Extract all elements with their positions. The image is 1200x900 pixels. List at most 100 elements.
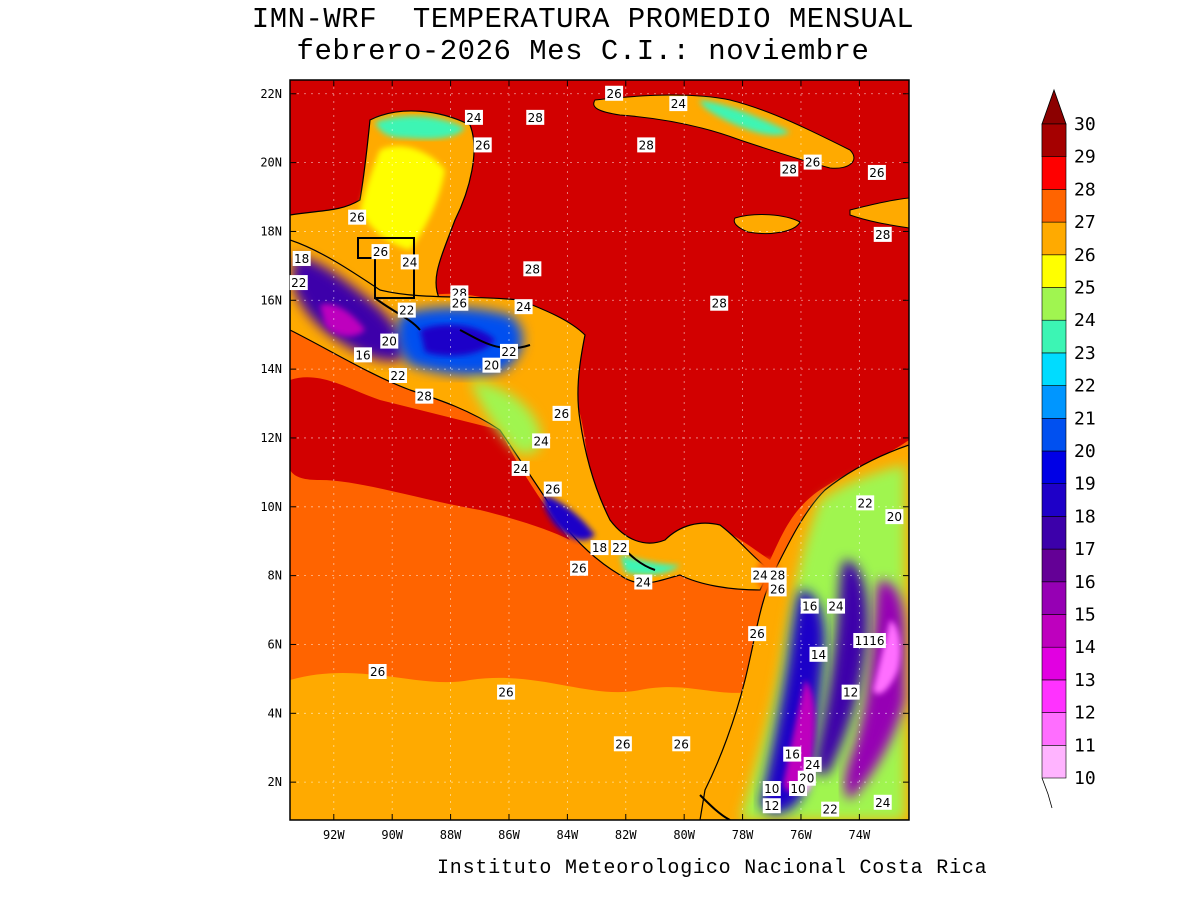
contour-label: 22 <box>289 275 308 291</box>
y-tick-label: 8N <box>268 569 282 583</box>
credit-text: Instituto Meteorologico Nacional Costa R… <box>437 857 988 880</box>
contour-label-text: 24 <box>875 796 890 810</box>
y-tick-label: 16N <box>260 293 282 307</box>
contour-label: 16 <box>800 598 819 614</box>
contour-label-text: 24 <box>752 569 767 583</box>
contour-label-bg <box>348 209 367 225</box>
plot-frame <box>289 79 910 821</box>
colorbar-swatch <box>1041 417 1067 452</box>
colorbar-level-label: 28 <box>1074 179 1096 200</box>
contour-label-text: 28 <box>782 162 797 176</box>
contour-label-bg <box>821 801 840 817</box>
contour-label-bg <box>605 85 624 101</box>
colorbar-level-label: 16 <box>1074 572 1096 593</box>
contour-label-bg <box>751 567 770 583</box>
contour-label-text: 28 <box>712 297 727 311</box>
contour-label: 20 <box>380 333 399 349</box>
contour-label: 24 <box>511 460 530 476</box>
colorbar-level-label: 17 <box>1074 539 1096 560</box>
contour-label: 16 <box>353 347 372 363</box>
contour-label: 26 <box>867 164 886 180</box>
colorbar: 10 11 12 13 14 15 16 17 18 19 20 21 22 23 24 25 26 27 28 29… <box>1041 88 1096 809</box>
contour-label-bg <box>371 244 390 260</box>
contour-label-text: 26 <box>674 737 689 751</box>
costa-rica-highlands <box>543 495 595 541</box>
contour-label-text: 26 <box>498 686 513 700</box>
colorbar-level-label: 26 <box>1074 245 1096 266</box>
x-tick-label: 88W <box>440 828 462 842</box>
contour-label-bg <box>397 302 416 318</box>
contour-label: 24 <box>873 794 892 810</box>
contour-label-bg <box>543 481 562 497</box>
contour-label-text: 26 <box>750 627 765 641</box>
contour-label: 28 <box>523 261 542 277</box>
contour-label: 26 <box>768 581 787 597</box>
contour-label-bg <box>873 794 892 810</box>
contour-label-bg <box>590 540 609 556</box>
y-tick-label: 6N <box>268 637 282 651</box>
contour-label-text: 24 <box>513 462 528 476</box>
contour-label: 22 <box>821 801 840 817</box>
yucatan-north-coast-cool <box>375 116 465 139</box>
andes-east-peaks <box>873 620 901 694</box>
contour-label-text: 20 <box>887 510 902 524</box>
y-tick-label: 22N <box>260 87 282 101</box>
contour-label-text: 28 <box>525 262 540 276</box>
contour-label: 14 <box>809 646 828 662</box>
contour-label: 12 <box>762 798 781 814</box>
contour-label-bg <box>780 161 799 177</box>
colorbar-swatch <box>1041 319 1067 354</box>
contour-label: 26 <box>473 137 492 153</box>
colorbar-level-label: 22 <box>1074 376 1096 397</box>
contour-label: 24 <box>514 299 533 315</box>
map-field <box>290 80 909 820</box>
contour-label-text: 24 <box>671 97 686 111</box>
contour-label-text: 22 <box>501 345 516 359</box>
axis-ticks: 92W 90W 88W 86W 84W 82W 80W 78W 76W 74W 2N 4N 6N 8N 10… <box>260 80 909 842</box>
contour-label-text: 26 <box>350 211 365 225</box>
contour-label-text: 28 <box>639 138 654 152</box>
contour-label-bg <box>803 756 822 772</box>
contour-label-text: 24 <box>636 576 651 590</box>
contour-label: 28 <box>415 388 434 404</box>
contour-label: 10 <box>789 781 808 797</box>
contour-label-bg <box>526 109 545 125</box>
contour-label-bg <box>841 684 860 700</box>
contour-label-text: 22 <box>823 803 838 817</box>
colorbar-swatch <box>1041 352 1067 386</box>
y-tick-label: 4N <box>268 706 282 720</box>
contour-label-bg <box>415 388 434 404</box>
x-tick-label: 90W <box>381 828 403 842</box>
contour-label: 26 <box>672 736 691 752</box>
contour-label-text: 26 <box>770 582 785 596</box>
x-tick-label: 78W <box>732 828 754 842</box>
contour-label-bg <box>514 299 533 315</box>
contour-label-bg <box>768 567 787 583</box>
colorbar-level-label: 23 <box>1074 343 1096 364</box>
colorbar-level-label: 25 <box>1074 278 1096 299</box>
colorbar-level-label: 19 <box>1074 474 1096 495</box>
contour-label-bg <box>809 646 828 662</box>
contour-label-bg <box>523 261 542 277</box>
contour-label-bg <box>389 368 408 383</box>
colorbar-level-label: 20 <box>1074 441 1096 462</box>
contour-label-text: 18 <box>294 252 309 266</box>
contour-label: 26 <box>371 244 390 260</box>
contour-label: 22 <box>389 368 408 383</box>
pacific-warm-band <box>290 377 570 540</box>
contour-label-bg <box>885 509 904 525</box>
contour-label-text: 26 <box>606 87 621 101</box>
contour-label-text: 26 <box>475 138 490 152</box>
y-tick-label: 14N <box>260 362 282 376</box>
contour-label: 24 <box>400 254 419 270</box>
colorbar-swatch <box>1041 516 1067 550</box>
contour-label-text: 24 <box>828 600 843 614</box>
contour-label-text: 26 <box>373 245 388 259</box>
contour-label-text: 24 <box>805 758 820 772</box>
guatemala-highlands <box>292 255 404 361</box>
contour-label-text: 28 <box>528 111 543 125</box>
contour-label-text: 18 <box>592 541 607 555</box>
nicaragua-slope <box>470 380 541 454</box>
x-tick-label: 92W <box>323 828 345 842</box>
